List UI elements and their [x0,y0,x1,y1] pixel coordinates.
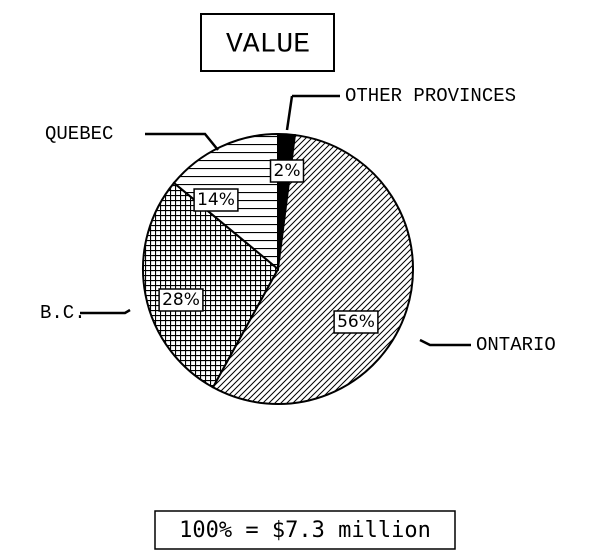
value-label-box [193,188,239,212]
footnote: 100% = $7.3 million [179,518,431,543]
leader-line [285,94,340,131]
value-label-box [333,310,379,334]
category-label: OTHER PROVINCES [345,85,516,107]
leader-line [145,132,219,151]
chart-title: VALUE [226,29,310,60]
title-box [200,13,335,72]
leader-line [419,338,471,347]
value-label: 14% [197,190,235,210]
footnote-box [154,510,456,550]
value-label: 56% [337,312,375,332]
category-label: QUEBEC [45,123,113,145]
value-label-box [269,159,305,183]
value-label: 2% [274,161,301,181]
leader-line [80,308,131,315]
category-label: ONTARIO [476,334,556,356]
category-label: B.C. [40,302,86,324]
value-label: 28% [162,290,200,310]
pie-slice [211,133,414,405]
value-label-box [158,288,204,312]
pie-slice [142,181,280,389]
